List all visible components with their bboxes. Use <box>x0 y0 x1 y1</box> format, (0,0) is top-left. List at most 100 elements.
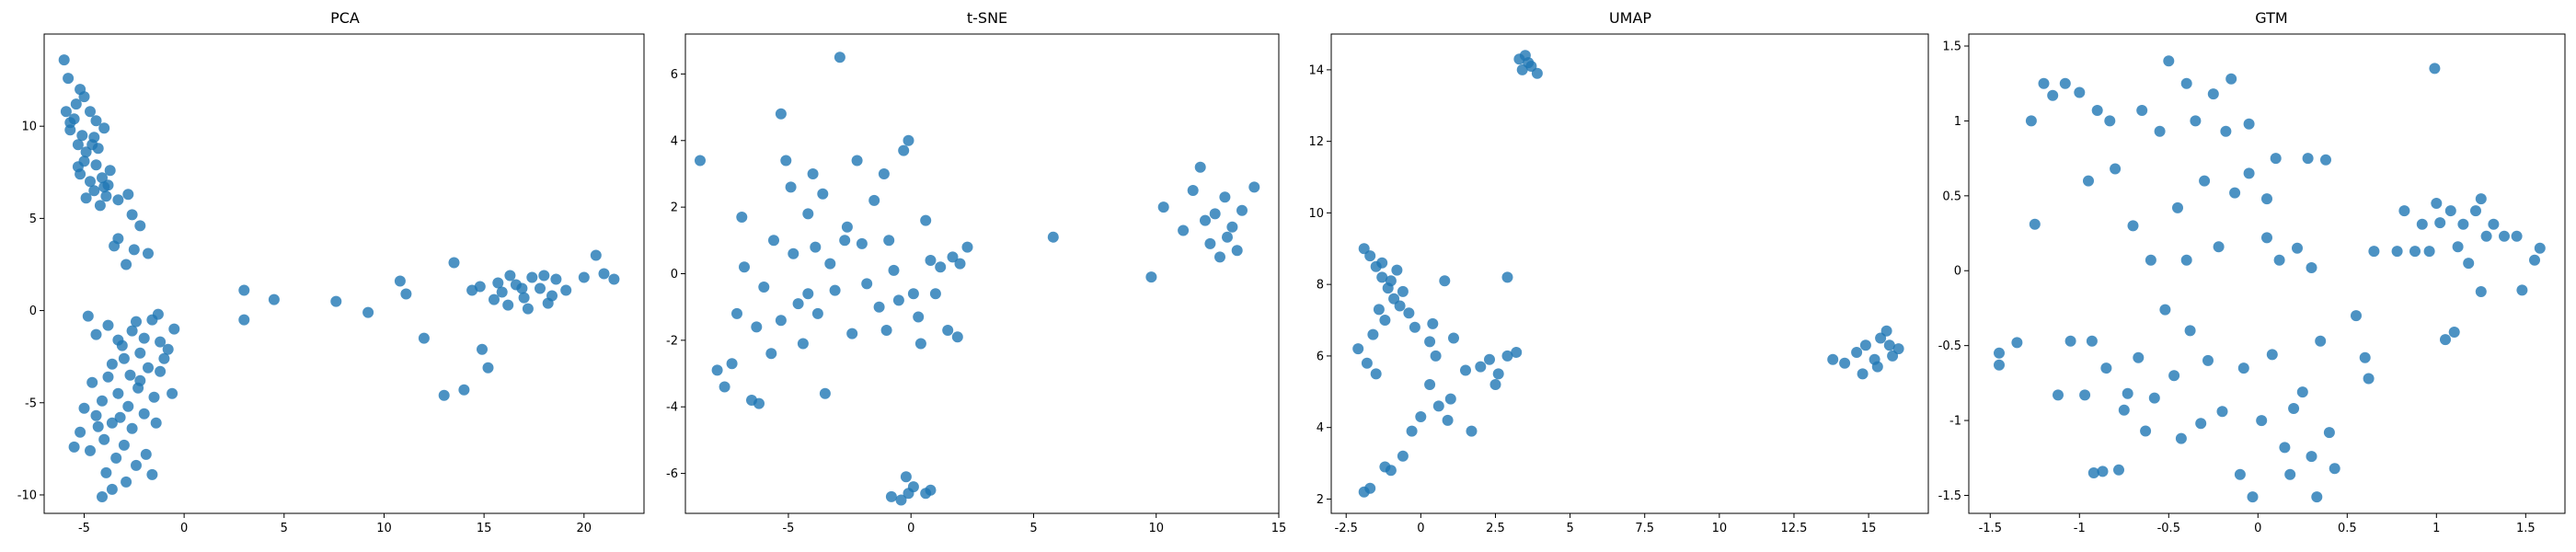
y-tick-label: -0.5 <box>1938 339 1961 353</box>
scatter-point <box>1385 275 1397 287</box>
scatter-point <box>2475 286 2487 297</box>
scatter-point <box>2296 386 2308 398</box>
scatter-point <box>2113 464 2124 476</box>
scatter-point <box>935 261 947 273</box>
scatter-point <box>2315 335 2327 347</box>
scatter-point <box>102 371 114 383</box>
scatter-point <box>817 188 829 200</box>
scatter-point <box>2452 241 2464 253</box>
scatter-point <box>58 54 70 66</box>
scatter-point <box>811 307 823 319</box>
scatter-point <box>1531 67 1543 79</box>
scatter-point <box>90 328 102 340</box>
scatter-point <box>873 301 885 313</box>
panel-pca: PCA -5 0 5 10 15 20 -10 -5 0 5 10 <box>17 9 645 535</box>
scatter-point <box>100 466 112 478</box>
scatter-point <box>2083 175 2094 187</box>
scatter-point <box>942 325 954 336</box>
scatter-point <box>920 214 932 226</box>
scatter-point <box>2175 432 2187 444</box>
scatter-point <box>951 331 963 343</box>
scatter-point <box>2184 325 2196 337</box>
scatter-point <box>898 144 910 156</box>
scatter-point <box>75 426 86 438</box>
scatter-point <box>489 293 500 305</box>
x-tick-label: -5 <box>78 522 90 535</box>
scatter-point <box>138 408 150 420</box>
scatter-point <box>1442 414 1454 426</box>
scatter-point <box>466 284 478 296</box>
scatter-point <box>90 115 102 127</box>
scatter-point <box>1501 271 1513 283</box>
scatter-point <box>1460 364 1471 376</box>
x-tick-label: 2.5 <box>1486 522 1505 535</box>
y-tick-label: 4 <box>671 134 678 148</box>
scatter-point <box>126 325 138 337</box>
x-tick-label: -1 <box>2074 522 2086 535</box>
scatter-point <box>1200 214 1211 226</box>
y-tick-label: -2 <box>666 334 678 348</box>
scatter-point <box>1376 257 1388 269</box>
scatter-point <box>711 364 723 376</box>
scatter-point <box>2416 218 2428 230</box>
scatter-point <box>2079 389 2091 401</box>
scatter-point <box>598 268 610 280</box>
scatter-point <box>900 471 912 483</box>
scatter-point <box>560 284 572 296</box>
scatter-point <box>2243 118 2255 130</box>
scatter-point <box>118 439 130 451</box>
scatter-point <box>1424 379 1436 390</box>
scatter-point <box>167 387 178 399</box>
scatter-point <box>155 336 167 348</box>
scatter-point <box>929 288 941 300</box>
scatter-point <box>550 273 562 285</box>
scatter-point <box>2306 451 2317 463</box>
scatter-point <box>104 165 116 177</box>
scatter-point <box>143 247 154 259</box>
scatter-point <box>2091 105 2103 116</box>
scatter-point <box>1484 353 1495 365</box>
scatter-point <box>97 491 108 502</box>
scatter-point <box>114 411 126 423</box>
scatter-point <box>1248 181 1260 193</box>
scatter-point <box>736 212 748 223</box>
x-tick-label: 10 <box>376 522 392 535</box>
y-tick-label: 0 <box>1954 265 1961 279</box>
scatter-point <box>70 98 82 110</box>
scatter-point <box>496 286 508 298</box>
scatter-point <box>788 247 799 259</box>
scatter-point <box>1430 350 1442 362</box>
scatter-point <box>768 235 779 247</box>
scatter-point <box>1439 275 1451 287</box>
scatter-point <box>2323 427 2335 439</box>
scatter-point <box>1391 264 1403 276</box>
scatter-point <box>1857 368 1869 380</box>
scatter-point <box>2086 335 2098 347</box>
y-tick-label: 10 <box>21 121 37 134</box>
scatter-point <box>1376 271 1388 283</box>
scatter-point <box>112 387 124 399</box>
scatter-point <box>2288 403 2300 414</box>
scatter-point <box>516 282 528 294</box>
scatter-point <box>2220 125 2232 137</box>
scatter-point <box>2087 467 2099 478</box>
x-tick-label: 15 <box>1271 522 1287 535</box>
scatter-point <box>128 244 140 256</box>
scatter-point <box>94 200 106 212</box>
scatter-point <box>880 325 892 336</box>
scatter-point <box>362 306 374 318</box>
scatter-point <box>140 448 152 460</box>
scatter-point <box>121 476 132 488</box>
scatter-point <box>2270 153 2282 165</box>
y-tick-label: -5 <box>25 397 37 410</box>
scatter-point <box>2207 88 2219 100</box>
scatter-point <box>1427 317 1439 329</box>
scatter-point <box>122 400 134 412</box>
scatter-point <box>1516 63 1528 75</box>
scatter-point <box>131 316 142 328</box>
panel-gtm: GTM -1.5 -1 -0.5 0 0.5 1 1.5 -1.5 -1 -0.5 0 0.5 1 1.5 <box>1938 9 2566 535</box>
scatter-point <box>2195 418 2207 430</box>
scatter-point <box>72 139 84 151</box>
scatter-point <box>1231 245 1243 257</box>
panel-title-umap: UMAP <box>1609 9 1651 27</box>
